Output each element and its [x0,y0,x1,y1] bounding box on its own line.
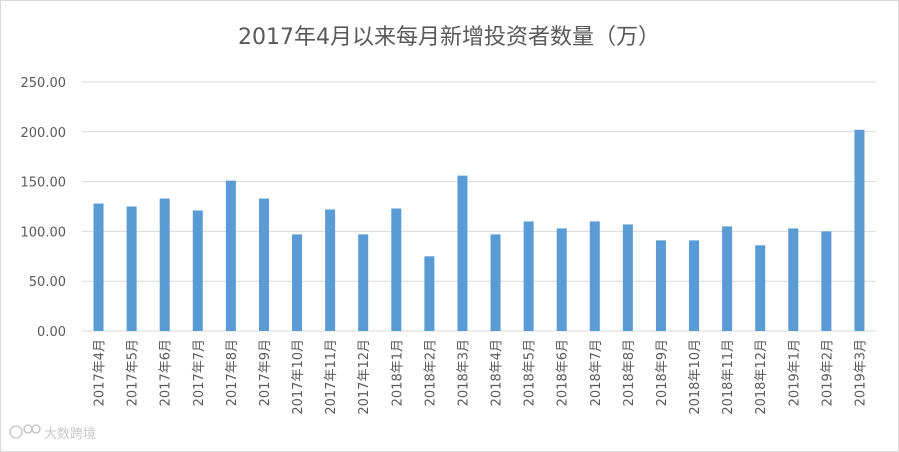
bar [622,224,633,331]
x-category-label: 2018年7月 [589,339,604,406]
bar [523,221,534,331]
bar [457,175,468,331]
bar [159,198,170,331]
x-category-label: 2017年7月 [192,339,207,406]
x-category-label: 2017年8月 [225,339,240,406]
bar [854,129,865,331]
x-category-label: 2017年9月 [258,339,273,406]
bar [358,234,369,331]
x-category-label: 2018年6月 [556,339,571,406]
bar [126,206,137,331]
bar [788,228,799,331]
bar [821,231,832,331]
bar [292,234,303,331]
gridlines [82,81,876,332]
bar [424,256,435,331]
watermark: 大数跨境 [9,424,96,442]
bar [755,245,766,331]
bar [258,198,269,331]
x-category-label: 2017年5月 [126,339,141,406]
bar [225,180,236,331]
y-tick-label: 50.00 [29,275,66,290]
x-category-label: 2018年12月 [754,339,769,415]
bars [93,129,865,331]
x-category-label: 2017年6月 [159,339,174,406]
x-category-label: 2018年11月 [721,339,736,415]
y-tick-label: 200.00 [21,126,67,141]
x-category-label: 2017年10月 [291,339,306,415]
bar [192,210,203,331]
bar [490,234,501,331]
x-category-label: 2018年10月 [688,339,703,415]
x-category-label: 2017年11月 [324,339,339,415]
y-tick-label: 100.00 [21,225,67,240]
bar [391,208,402,331]
x-category-label: 2018年2月 [423,339,438,406]
watermark-text: 大数跨境 [44,427,96,442]
x-axis-category-labels: 2017年4月 2017年5月 2017年6月 2017年7月 2017年8月 2017年… [93,339,869,415]
x-category-label: 2018年5月 [523,339,538,406]
bar [589,221,600,331]
y-tick-label: 0.00 [37,325,66,340]
chart-title: 2017年4月以来每月新增投资者数量（万） [238,25,660,50]
bar [556,228,567,331]
bar [93,203,104,331]
x-category-label: 2017年4月 [93,339,108,406]
y-tick-label: 150.00 [21,176,67,191]
x-category-label: 2018年8月 [622,339,637,406]
x-category-label: 2019年1月 [787,339,802,406]
bar [325,209,336,331]
y-tick-label: 250.00 [21,76,67,91]
x-category-label: 2018年3月 [456,339,471,406]
x-category-label: 2017年12月 [357,339,372,415]
x-category-label: 2018年9月 [655,339,670,406]
x-category-label: 2019年3月 [853,339,868,406]
x-category-label: 2018年4月 [490,339,505,406]
bar [655,240,666,331]
y-axis-tick-labels: 0.00 50.00 100.00 150.00 200.00 250.00 [21,76,67,340]
x-category-label: 2018年1月 [390,339,405,406]
bar [722,226,733,331]
bar [689,240,700,331]
watermark-logo-icon [9,424,41,439]
x-category-label: 2019年2月 [820,339,835,406]
